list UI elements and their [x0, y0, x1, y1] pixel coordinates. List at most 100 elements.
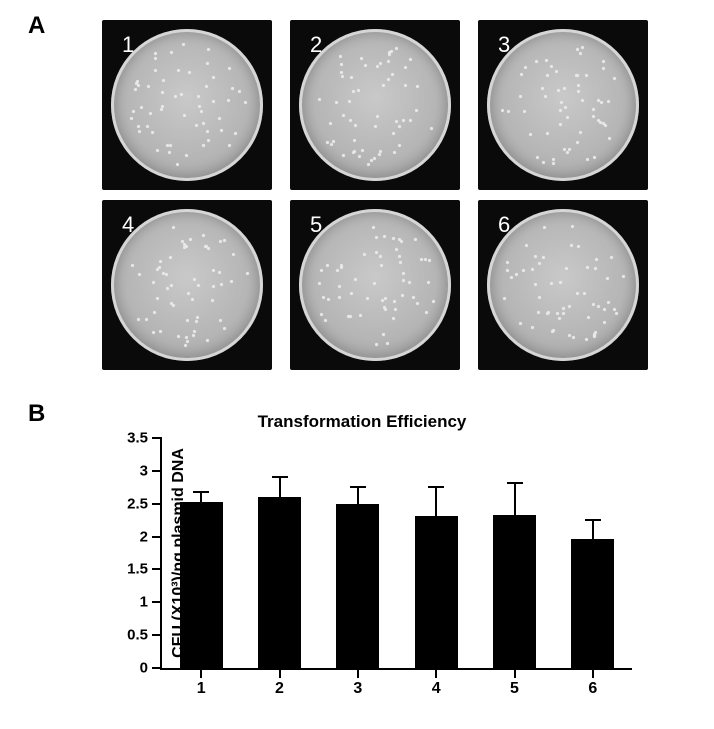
colony: [349, 119, 352, 122]
colony: [523, 110, 526, 113]
colony: [375, 343, 378, 346]
colony: [566, 116, 569, 119]
colony: [387, 78, 390, 81]
colony: [363, 253, 366, 256]
colony: [373, 157, 376, 160]
colony: [379, 62, 382, 65]
colony: [220, 283, 223, 286]
x-tick-label: 5: [510, 668, 519, 698]
colony: [154, 69, 157, 72]
colony: [416, 85, 419, 88]
colony: [546, 312, 549, 315]
colony: [327, 298, 330, 301]
colony: [324, 319, 327, 322]
colony: [538, 262, 541, 265]
colony: [607, 100, 610, 103]
colony: [546, 132, 549, 135]
error-bar: [200, 492, 202, 503]
x-tick-label: 2: [275, 668, 284, 698]
colony: [182, 43, 185, 46]
colony: [594, 331, 597, 334]
colony: [395, 47, 398, 50]
colony: [393, 151, 396, 154]
colony: [320, 269, 323, 272]
y-tick-label: 3: [140, 462, 162, 479]
colony: [137, 125, 140, 128]
colony: [205, 85, 208, 88]
colony: [166, 287, 169, 290]
colony: [399, 261, 402, 264]
colony: [415, 109, 418, 112]
colony: [373, 282, 376, 285]
colony: [409, 58, 412, 61]
colony: [542, 161, 545, 164]
bar: [258, 497, 301, 668]
petri-dish-grid: 123456: [102, 20, 648, 370]
colony: [430, 127, 433, 130]
colony: [391, 73, 394, 76]
colony: [195, 320, 198, 323]
colony: [350, 292, 353, 295]
colony: [387, 60, 390, 63]
colony: [168, 151, 171, 154]
colony: [427, 281, 430, 284]
x-tick-label: 6: [588, 668, 597, 698]
colony: [140, 106, 143, 109]
colony: [238, 90, 241, 93]
colony: [197, 284, 200, 287]
colony: [131, 264, 134, 267]
colony: [380, 264, 383, 267]
colony: [401, 294, 404, 297]
colony: [519, 95, 522, 98]
colony: [599, 121, 602, 124]
colony: [212, 76, 215, 79]
error-bar: [514, 483, 516, 515]
colony: [610, 256, 613, 259]
colony: [531, 268, 534, 271]
colony: [176, 163, 179, 166]
colony: [568, 334, 571, 337]
colony: [177, 69, 180, 72]
dish-cell: 2: [290, 20, 460, 190]
colony: [577, 245, 580, 248]
error-cap: [585, 519, 601, 521]
colony: [154, 52, 157, 55]
colony: [581, 99, 584, 102]
colony: [408, 281, 411, 284]
colony: [586, 266, 589, 269]
colony: [320, 313, 323, 316]
colony: [205, 245, 208, 248]
colony: [138, 273, 141, 276]
colony: [134, 88, 137, 91]
colony: [340, 71, 343, 74]
colony: [581, 46, 584, 49]
y-tick-label: 3.5: [127, 430, 162, 447]
colony: [138, 130, 141, 133]
colony: [572, 336, 575, 339]
colony: [189, 238, 192, 241]
colony: [340, 264, 343, 267]
dish-number: 3: [498, 32, 510, 58]
colony: [183, 114, 186, 117]
colony: [608, 137, 611, 140]
colony: [335, 101, 338, 104]
colony: [382, 333, 385, 336]
colony: [384, 308, 387, 311]
colony: [206, 62, 209, 65]
dish-cell: 1: [102, 20, 272, 190]
dish-cell: 6: [478, 200, 648, 370]
colony: [546, 74, 549, 77]
dish-number: 5: [310, 212, 322, 238]
colony: [230, 280, 233, 283]
colony: [576, 292, 579, 295]
colony: [169, 256, 172, 259]
colony: [177, 335, 180, 338]
colony: [367, 163, 370, 166]
colony: [564, 106, 567, 109]
bar: [336, 504, 379, 668]
error-bar: [592, 520, 594, 538]
colony: [559, 123, 562, 126]
colony: [425, 311, 428, 314]
colony: [244, 101, 247, 104]
colony: [185, 245, 188, 248]
